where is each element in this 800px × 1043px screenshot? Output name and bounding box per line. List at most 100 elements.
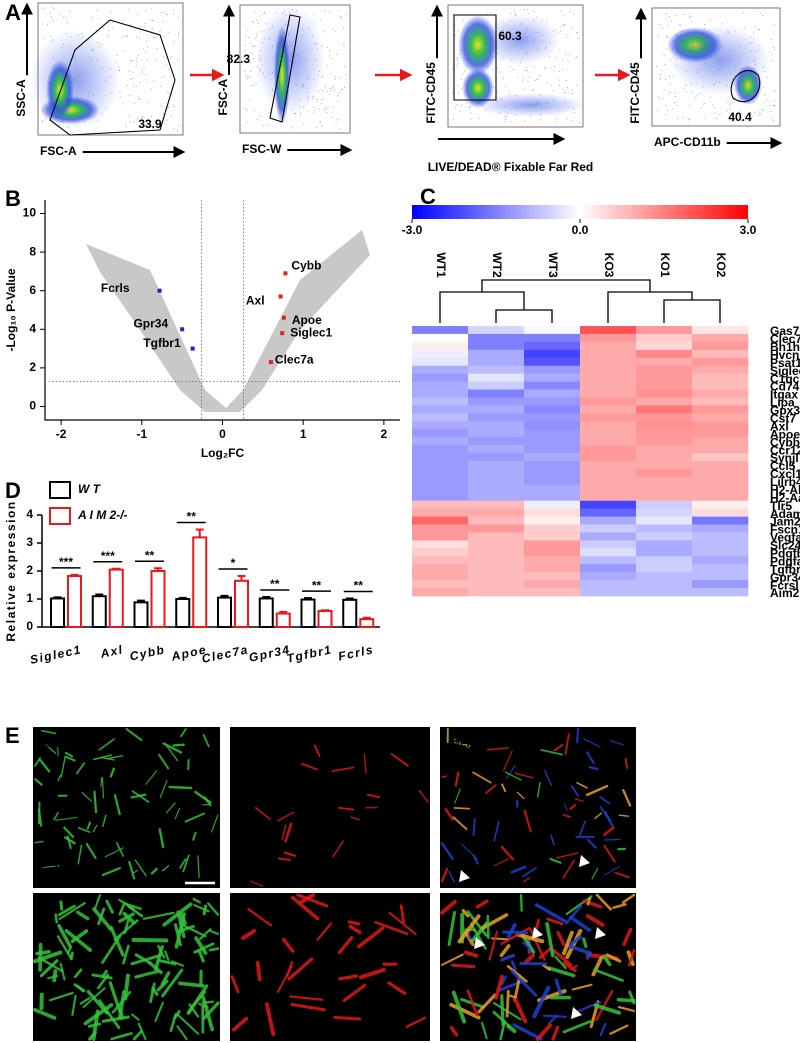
event-dot xyxy=(457,58,459,60)
event-dot xyxy=(70,76,72,78)
event-dot xyxy=(136,118,138,120)
cell-process xyxy=(510,960,517,971)
cell-process xyxy=(164,743,179,762)
heat-cell xyxy=(636,540,693,549)
cell-process xyxy=(554,978,563,996)
event-dot xyxy=(675,64,677,66)
event-dot xyxy=(244,44,246,46)
event-dot xyxy=(704,103,706,105)
cell-process xyxy=(125,902,142,911)
cell-process xyxy=(134,970,159,979)
event-dot xyxy=(170,56,172,58)
event-dot xyxy=(462,20,464,22)
cell-process xyxy=(180,728,187,738)
event-dot xyxy=(515,94,517,96)
density xyxy=(255,5,325,115)
cell-process xyxy=(542,964,551,971)
event-dot xyxy=(558,49,560,51)
heat-cell xyxy=(580,453,637,462)
event-dot xyxy=(749,42,751,44)
event-dot xyxy=(110,68,112,70)
event-dot xyxy=(704,62,706,64)
cell-process xyxy=(276,965,293,993)
event-dot xyxy=(161,76,163,78)
error-bar xyxy=(345,597,354,600)
event-dot xyxy=(731,102,733,104)
cell-process xyxy=(493,820,500,842)
event-dot xyxy=(669,16,671,18)
event-dot xyxy=(488,84,490,86)
event-dot xyxy=(69,10,71,12)
event-dot xyxy=(49,12,51,14)
event-dot xyxy=(127,8,129,10)
event-dot xyxy=(141,59,143,61)
event-dot xyxy=(247,29,249,31)
error-bar xyxy=(279,610,288,614)
event-dot xyxy=(684,40,686,42)
significance-label: ** xyxy=(187,510,197,524)
event-dot xyxy=(143,67,145,69)
event-dot xyxy=(283,32,285,34)
event-dot xyxy=(686,71,688,73)
cell-process xyxy=(76,984,84,993)
heat-cell xyxy=(412,548,469,557)
cell-process xyxy=(283,851,297,857)
heat-cell xyxy=(524,341,581,351)
cell-process xyxy=(583,738,601,748)
cell-process xyxy=(357,926,385,949)
event-dot xyxy=(257,23,259,25)
event-dot xyxy=(273,57,275,59)
event-dot xyxy=(259,57,261,59)
heat-cell xyxy=(580,461,637,470)
heat-cell xyxy=(636,373,693,382)
event-dot xyxy=(339,91,341,93)
cell-process xyxy=(499,944,511,958)
event-dot xyxy=(478,118,480,120)
event-dot xyxy=(137,13,139,15)
cell-process xyxy=(618,814,630,817)
event-dot xyxy=(555,29,557,31)
event-dot xyxy=(457,85,459,87)
event-dot xyxy=(336,101,338,103)
cell-process xyxy=(486,747,510,751)
cell-process xyxy=(524,953,536,964)
event-dot xyxy=(668,91,670,93)
event-dot xyxy=(79,87,81,89)
cell-process xyxy=(57,924,72,948)
cell-process xyxy=(164,950,170,961)
event-dot xyxy=(320,19,322,21)
cell-process xyxy=(35,949,51,956)
event-dot xyxy=(458,92,460,94)
event-dot xyxy=(492,69,494,71)
event-dot xyxy=(537,47,539,49)
heat-cell xyxy=(524,540,581,549)
cell-process xyxy=(510,865,527,874)
event-dot xyxy=(660,74,662,76)
heat-cell xyxy=(580,357,637,367)
gene-label: Gas7 xyxy=(770,324,800,338)
heat-cell xyxy=(692,564,749,573)
event-dot xyxy=(42,120,44,122)
event-dot xyxy=(52,102,54,104)
gene-label: Clec7a xyxy=(770,332,800,346)
event-dot xyxy=(295,10,297,12)
cell-process xyxy=(159,779,168,798)
event-dot xyxy=(302,106,304,108)
error-bar xyxy=(70,573,79,577)
heat-cell xyxy=(524,516,581,525)
heat-cell xyxy=(692,476,749,486)
event-dot xyxy=(119,96,121,98)
cell-process xyxy=(92,907,113,931)
heat-cell xyxy=(580,341,637,351)
event-dot xyxy=(257,66,259,68)
event-dot xyxy=(254,45,256,47)
cell-process xyxy=(467,931,472,940)
gene-label: C1qc xyxy=(770,372,800,386)
heat-cell xyxy=(636,397,693,406)
heat-cell xyxy=(636,548,693,557)
y-tick-label: 0 xyxy=(29,399,36,413)
event-dot xyxy=(468,48,470,50)
event-dot xyxy=(663,54,665,56)
event-dot xyxy=(669,58,671,60)
significance-label: * xyxy=(231,556,236,570)
